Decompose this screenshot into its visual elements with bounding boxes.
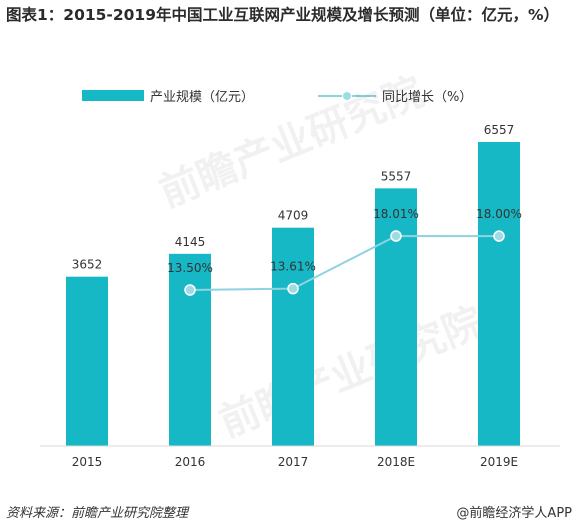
- growth-label-2016: 13.50%: [167, 261, 213, 275]
- bar-value-label-2016: 4145: [175, 235, 206, 249]
- legend: 产业规模（亿元） 同比增长（%）: [0, 84, 580, 106]
- legend-bar-label: 产业规模（亿元）: [150, 90, 255, 105]
- bar-2017: [272, 227, 314, 446]
- legend-line-label: 同比增长（%）: [382, 90, 473, 105]
- x-tick-label-2017: 2017: [278, 455, 309, 469]
- x-tick-label-2016: 2016: [175, 455, 206, 469]
- growth-point-2017: [287, 282, 299, 295]
- x-tick-label-2019E: 2019E: [480, 455, 518, 469]
- labels-group: 3652 2015 4145 2016 4709 2017 5557 2018E 6557 201…: [72, 123, 522, 469]
- growth-point-2016: [184, 284, 196, 296]
- brand-credit: @前瞻经济学人APP: [456, 506, 572, 521]
- bar-value-label-2015: 3652: [72, 258, 103, 272]
- bar-2018E: [375, 188, 417, 446]
- chart-title: 图表1：2015-2019年中国工业互联网产业规模及增长预测（单位：亿元，%）: [6, 6, 560, 24]
- growth-point-2019E: [493, 230, 505, 242]
- bar-2016: [169, 253, 211, 446]
- bar-value-label-2017: 4709: [278, 209, 309, 223]
- growth-label-2018E: 18.01%: [373, 207, 419, 221]
- bar-2019E: [478, 142, 520, 446]
- legend-line-marker: [342, 91, 352, 101]
- x-tick-label-2015: 2015: [72, 455, 103, 469]
- bar-value-label-2019E: 6557: [484, 123, 515, 137]
- legend-bar-swatch: [82, 90, 144, 101]
- growth-label-2019E: 18.00%: [476, 207, 522, 221]
- growth-point-2018E: [390, 230, 402, 242]
- bar-value-label-2018E: 5557: [381, 169, 412, 183]
- source-note: 资料来源：前瞻产业研究院整理: [6, 506, 189, 521]
- x-tick-label-2018E: 2018E: [377, 455, 415, 469]
- bar-2015: [66, 276, 108, 446]
- growth-label-2017: 13.61%: [270, 260, 316, 274]
- growth-line-group: [184, 230, 505, 296]
- growth-line: [189, 234, 500, 291]
